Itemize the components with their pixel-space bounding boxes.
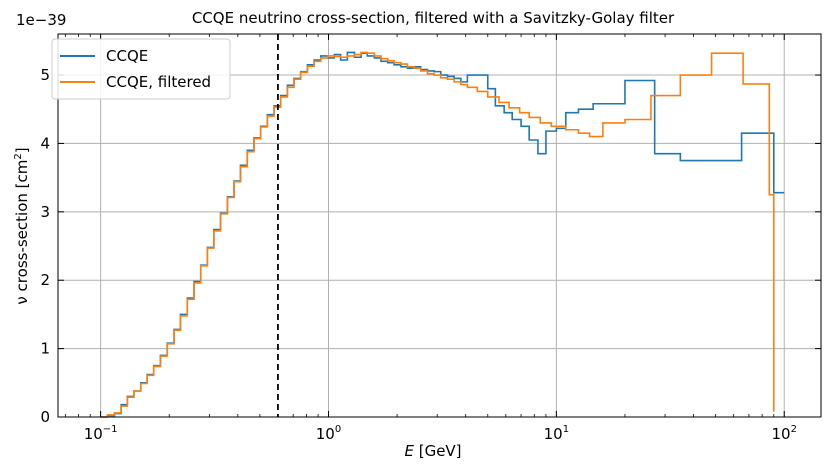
y-offset-label: 1e−39 bbox=[16, 11, 66, 29]
y-tick-label: 5 bbox=[40, 66, 50, 84]
axis-ticks: 0 1 2 3 4 5 10−1 100 101 102 bbox=[40, 34, 821, 443]
y-tick-label: 2 bbox=[40, 271, 50, 289]
x-axis-label: E [GeV] bbox=[404, 442, 461, 460]
y-tick-label: 3 bbox=[40, 203, 50, 221]
y-tick-label: 1 bbox=[40, 340, 50, 358]
series-ccqe bbox=[100, 51, 785, 418]
x-tick-label: 10−1 bbox=[84, 424, 118, 443]
x-tick-label: 100 bbox=[316, 424, 341, 443]
legend-label-ccqe: CCQE bbox=[106, 47, 148, 65]
y-axis-label: ν cross-section [cm2] bbox=[13, 147, 31, 304]
y-tick-label: 0 bbox=[40, 408, 50, 426]
legend-label-ccqe-filtered: CCQE, filtered bbox=[106, 73, 211, 91]
chart-title: CCQE neutrino cross-section, filtered wi… bbox=[192, 9, 675, 27]
x-tick-label: 101 bbox=[544, 424, 569, 443]
y-tick-label: 4 bbox=[40, 134, 50, 152]
series-layer bbox=[100, 51, 785, 418]
plot-frame bbox=[57, 33, 822, 418]
series-ccqe-filtered bbox=[100, 51, 775, 418]
legend: CCQE CCQE, filtered bbox=[51, 38, 231, 100]
legend-box bbox=[51, 38, 231, 100]
x-tick-label: 102 bbox=[771, 424, 796, 443]
